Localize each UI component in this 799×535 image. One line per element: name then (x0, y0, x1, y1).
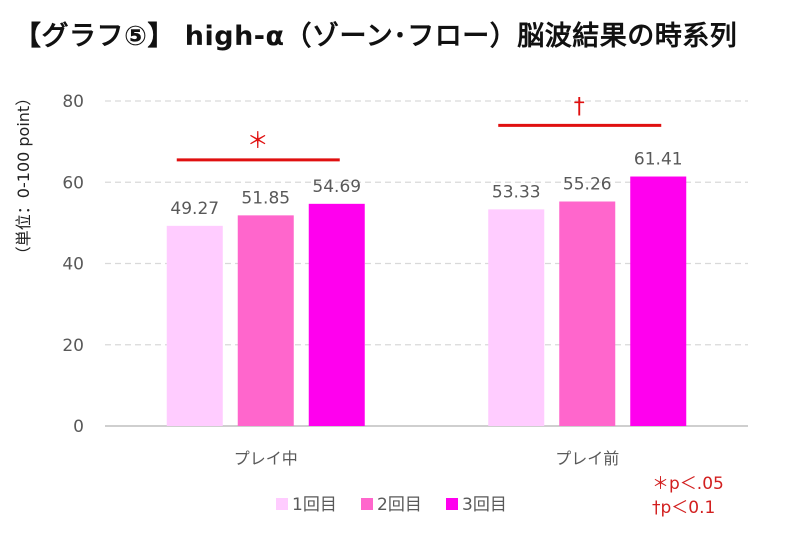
bar (559, 201, 616, 426)
bar (488, 209, 545, 426)
bar (166, 225, 223, 426)
y-tick-label: 60 (62, 173, 84, 193)
note-p01: †p＜0.1 (652, 498, 716, 518)
chart-title: 【グラフ⑤】 high-α（ゾーン･フロー）脳波結果の時系列 (14, 21, 738, 52)
data-label: 53.33 (492, 182, 541, 202)
y-tick-label: 0 (73, 417, 84, 437)
data-label: 51.85 (241, 188, 290, 208)
legend-swatch (361, 498, 373, 510)
data-label: 54.69 (312, 177, 361, 197)
legend-label: 1回目 (292, 495, 337, 515)
significance-symbol: ＊ (247, 129, 269, 154)
data-label: 49.27 (170, 199, 219, 219)
category-label: プレイ中 (234, 449, 298, 468)
bar (630, 176, 687, 426)
legend-label: 3回目 (462, 495, 507, 515)
data-label: 55.26 (563, 175, 612, 195)
bar (237, 215, 294, 426)
legend-swatch (276, 498, 288, 510)
y-tick-label: 80 (62, 92, 84, 112)
note-p05: ＊p＜.05 (652, 474, 724, 494)
significance-notes: ＊p＜.05 †p＜0.1 (652, 472, 724, 520)
significance-symbol: † (574, 94, 585, 119)
legend-label: 2回目 (377, 495, 422, 515)
legend-swatch (446, 498, 458, 510)
bar (308, 203, 365, 426)
data-label: 61.41 (634, 150, 683, 170)
y-tick-label: 20 (62, 336, 84, 356)
category-label: プレイ前 (555, 449, 619, 468)
y-tick-label: 40 (62, 255, 84, 275)
